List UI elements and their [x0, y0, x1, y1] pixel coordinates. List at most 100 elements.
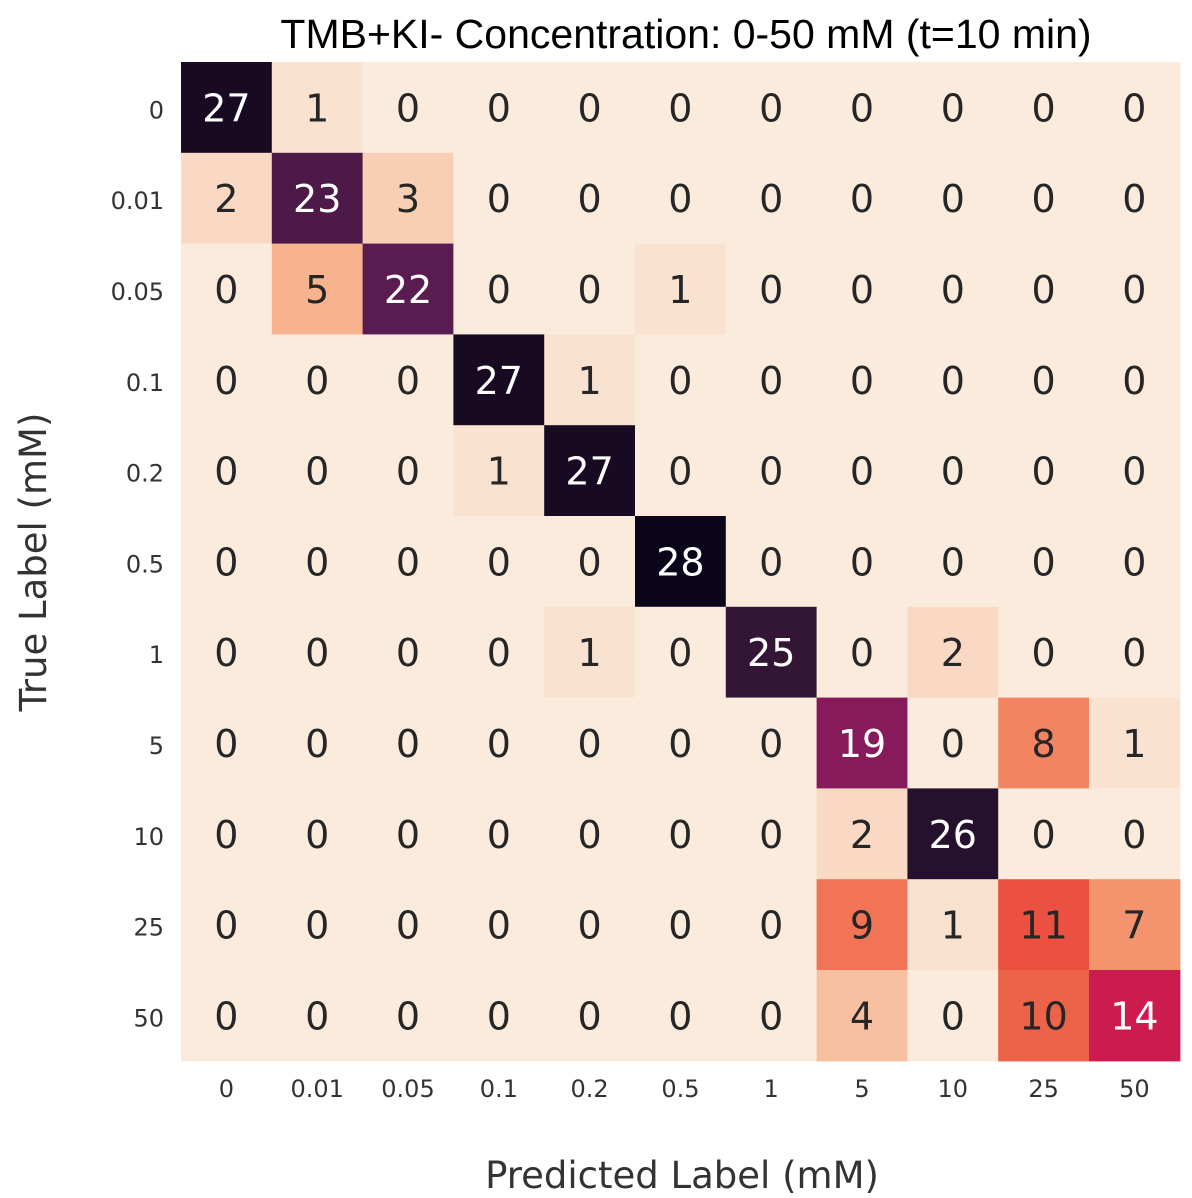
cell-value-label: 0 [668, 450, 692, 494]
heatmap-cell [544, 606, 636, 699]
heatmap-cell [544, 334, 636, 426]
cell-value-label: 0 [396, 631, 420, 675]
x-tick-label: 50 [1119, 1075, 1150, 1103]
cell-value-label: 2 [850, 813, 874, 857]
cell-value-label: 9 [850, 904, 874, 948]
heatmap-cell [907, 788, 999, 880]
x-tick-label: 0.05 [381, 1075, 434, 1103]
cell-value-label: 0 [214, 994, 238, 1038]
x-tick-label: 0 [219, 1075, 234, 1103]
y-tick-label: 0.01 [111, 187, 164, 215]
cell-value-label: 0 [1122, 177, 1146, 221]
heatmap-cell [998, 970, 1090, 1062]
cell-value-label: 0 [668, 359, 692, 403]
cell-value-label: 0 [487, 813, 511, 857]
heatmap-cell [362, 516, 454, 608]
cell-value-label: 0 [396, 540, 420, 584]
heatmap-cell [907, 970, 999, 1062]
cell-value-label: 0 [759, 359, 783, 403]
x-tick-label: 5 [854, 1075, 869, 1103]
cell-value-label: 0 [759, 177, 783, 221]
x-tick-label: 25 [1028, 1075, 1059, 1103]
heatmap-cell [725, 516, 818, 608]
heatmap-cell [271, 788, 364, 880]
cell-value-label: 0 [759, 268, 783, 312]
heatmap-cell [181, 243, 273, 335]
cell-value-label: 0 [214, 450, 238, 494]
heatmap-cell [362, 62, 454, 154]
heatmap-cell [725, 606, 818, 699]
cell-value-label: 0 [850, 540, 874, 584]
cell-value-label: 0 [1032, 268, 1056, 312]
cell-value-label: 0 [759, 904, 783, 948]
cell-value-label: 0 [850, 631, 874, 675]
cell-value-label: 0 [305, 540, 329, 584]
cell-value-label: 0 [487, 722, 511, 766]
heatmap-cell [1089, 334, 1181, 426]
heatmap-cell [181, 879, 273, 971]
cell-value-label: 0 [1122, 813, 1146, 857]
heatmap-cell [453, 516, 545, 608]
cell-value-label: 0 [668, 904, 692, 948]
heatmap-cell [362, 425, 454, 517]
cell-value-label: 0 [396, 994, 420, 1038]
cell-value-label: 0 [1122, 450, 1146, 494]
cell-value-label: 0 [396, 904, 420, 948]
heatmap-cell [181, 697, 273, 789]
heatmap-cell [544, 697, 636, 789]
heatmap-cell [453, 425, 545, 517]
heatmap-cell [181, 152, 273, 245]
cell-value-label: 0 [850, 268, 874, 312]
cell-value-label: 0 [1122, 268, 1146, 312]
heatmap-cell [998, 516, 1090, 608]
heatmap-cell [635, 879, 727, 971]
cell-value-label: 0 [668, 722, 692, 766]
cell-value-label: 0 [850, 359, 874, 403]
cell-value-label: 0 [1032, 177, 1056, 221]
heatmap-cell [362, 697, 454, 789]
heatmap-cell [544, 243, 636, 335]
heatmap-cell [1089, 606, 1181, 699]
cell-value-label: 0 [578, 813, 602, 857]
heatmap-cell [271, 697, 364, 789]
heatmap-cell [816, 516, 908, 608]
heatmap-cell [271, 516, 364, 608]
cell-value-label: 1 [1122, 722, 1146, 766]
heatmap-cell [271, 152, 364, 245]
cell-value-label: 0 [1032, 359, 1056, 403]
cell-value-label: 0 [396, 813, 420, 857]
heatmap-cell [1089, 879, 1181, 971]
heatmap-cell [544, 62, 636, 154]
heatmap-cell [635, 425, 727, 517]
heatmap-cell [544, 152, 636, 245]
cell-value-label: 0 [1032, 450, 1056, 494]
heatmap-cell [362, 606, 454, 699]
cell-value-label: 0 [305, 359, 329, 403]
cell-value-label: 0 [214, 631, 238, 675]
heatmap-cell [181, 516, 273, 608]
heatmap-cell [453, 606, 545, 699]
cell-value-label: 22 [384, 268, 432, 312]
heatmap-cell [181, 788, 273, 880]
heatmap-cell [998, 606, 1090, 699]
heatmap-cell [725, 152, 818, 245]
cell-value-label: 0 [668, 86, 692, 130]
cell-value-label: 28 [656, 540, 704, 584]
heatmap-cell [816, 606, 908, 699]
heatmap-cell [362, 788, 454, 880]
heatmap-cell [907, 697, 999, 789]
heatmap-cell [725, 879, 818, 971]
heatmap-cell [816, 62, 908, 154]
cell-value-label: 0 [396, 86, 420, 130]
cell-value-label: 0 [214, 904, 238, 948]
cell-value-label: 0 [759, 813, 783, 857]
heatmap-cell [544, 879, 636, 971]
heatmap-cell [362, 970, 454, 1062]
heatmap-cell [362, 152, 454, 245]
heatmap-cell [725, 243, 818, 335]
cell-value-label: 0 [214, 813, 238, 857]
cell-value-label: 10 [1019, 994, 1067, 1038]
heatmap-cell [1089, 516, 1181, 608]
x-axis-ticks: 0 0.01 0.05 0.1 0.2 0.5 1 5 10 25 50 [219, 1075, 1150, 1103]
heatmap-cell [816, 970, 908, 1062]
